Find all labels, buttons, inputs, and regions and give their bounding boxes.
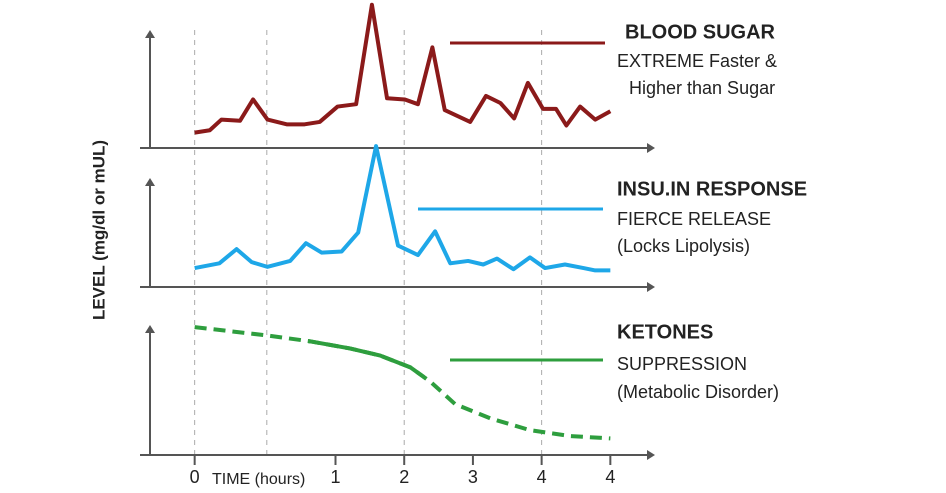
annotation: FIERCE RELEASE [617,209,771,229]
y-axis-arrow [145,325,155,333]
solid-segment [308,339,425,381]
x-tick-label: 1 [331,467,341,487]
x-axis-arrow [647,282,655,292]
panel-title: INSU.IN RESPONSE [617,178,807,200]
x-tick-label: 2 [399,467,409,487]
y-axis-label: LEVEL (mg/dl or mUL) [89,140,108,320]
x-tick-label: 0 [190,467,200,487]
data-line [194,2,612,135]
x-axis-arrow [647,143,655,153]
panel-title: KETONES [617,321,713,343]
y-axis-arrow [145,30,155,38]
data-line [194,144,611,273]
y-axis-arrow [145,178,155,186]
x-tick-label: 4 [537,467,547,487]
annotation: SUPPRESSION [617,354,747,374]
annotation: EXTREME Faster & [617,51,777,71]
annotation: Higher than Sugar [629,78,775,98]
x-axis-arrow [647,450,655,460]
annotation: (Metabolic Disorder) [617,382,779,402]
x-axis-label: TIME (hours) [212,471,305,488]
panel-title: BLOOD SUGAR [625,21,776,43]
x-tick-label: 4 [605,467,615,487]
data-line [194,325,611,441]
x-tick-label: 3 [468,467,478,487]
annotation: (Locks Lipolysis) [617,236,750,256]
